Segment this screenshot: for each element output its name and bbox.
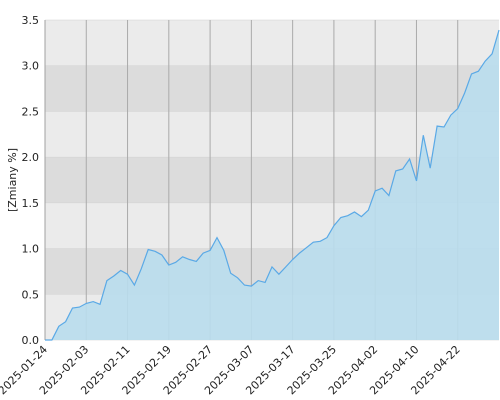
background-band — [45, 65, 499, 112]
y-tick-label: 2.5 — [22, 105, 40, 118]
y-axis-label: [Zmiany %] — [6, 148, 19, 212]
background-band — [45, 111, 499, 158]
area-line — [45, 29, 500, 341]
y-tick-label: 2.0 — [22, 151, 40, 164]
y-tick-label: 3.0 — [22, 60, 40, 73]
area-fill — [45, 30, 499, 340]
y-tick-label: 0.0 — [22, 334, 40, 347]
y-tick-label: 1.0 — [22, 243, 40, 256]
y-tick-label: 1.5 — [22, 197, 40, 210]
y-tick-label: 0.5 — [22, 288, 40, 301]
background-band — [45, 20, 499, 66]
y-tick-label: 3.5 — [22, 14, 40, 27]
